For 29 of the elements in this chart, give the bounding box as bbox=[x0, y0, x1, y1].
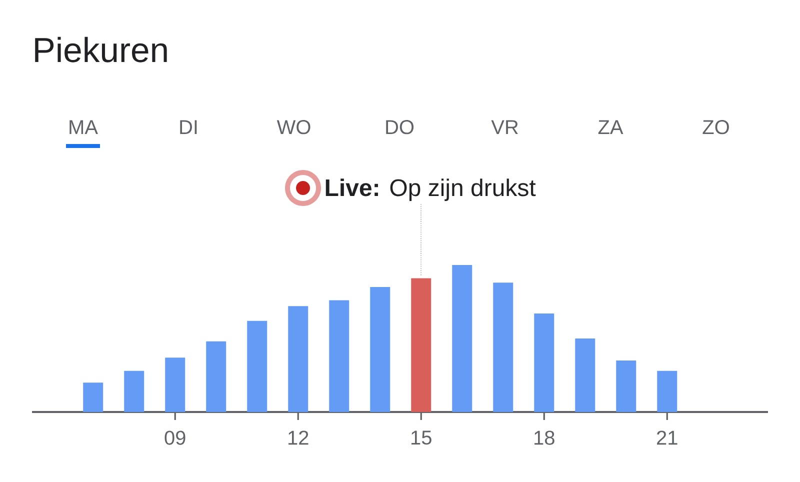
text: DO bbox=[386, 120, 414, 134]
bar bbox=[411, 278, 432, 412]
text: DI bbox=[180, 120, 197, 134]
x-tick-label: 18 bbox=[534, 430, 554, 445]
bar bbox=[493, 282, 514, 412]
text: ZA bbox=[598, 120, 624, 134]
bar bbox=[124, 370, 144, 412]
bar bbox=[370, 287, 390, 412]
text: MA bbox=[70, 120, 98, 134]
bar bbox=[575, 338, 596, 412]
x-tick-label: 15 bbox=[412, 430, 432, 445]
x-tick-label: 09 bbox=[164, 430, 186, 445]
text: VR bbox=[491, 120, 518, 134]
bar bbox=[534, 314, 554, 412]
bar bbox=[452, 264, 472, 412]
text: WO bbox=[276, 120, 310, 134]
bar bbox=[165, 358, 186, 412]
bar bbox=[288, 306, 308, 412]
bar bbox=[616, 360, 636, 412]
bar bbox=[83, 382, 104, 412]
bar bbox=[247, 320, 268, 412]
chart-title: Piekuren bbox=[35, 36, 167, 62]
bar bbox=[206, 341, 226, 412]
annotation: Live: Op zijn drukst bbox=[326, 178, 536, 201]
bar bbox=[657, 370, 678, 412]
x-tick-label: 12 bbox=[288, 430, 308, 445]
x-tick-label: 21 bbox=[657, 430, 678, 445]
text: ZO bbox=[702, 120, 729, 134]
bar bbox=[329, 300, 350, 412]
